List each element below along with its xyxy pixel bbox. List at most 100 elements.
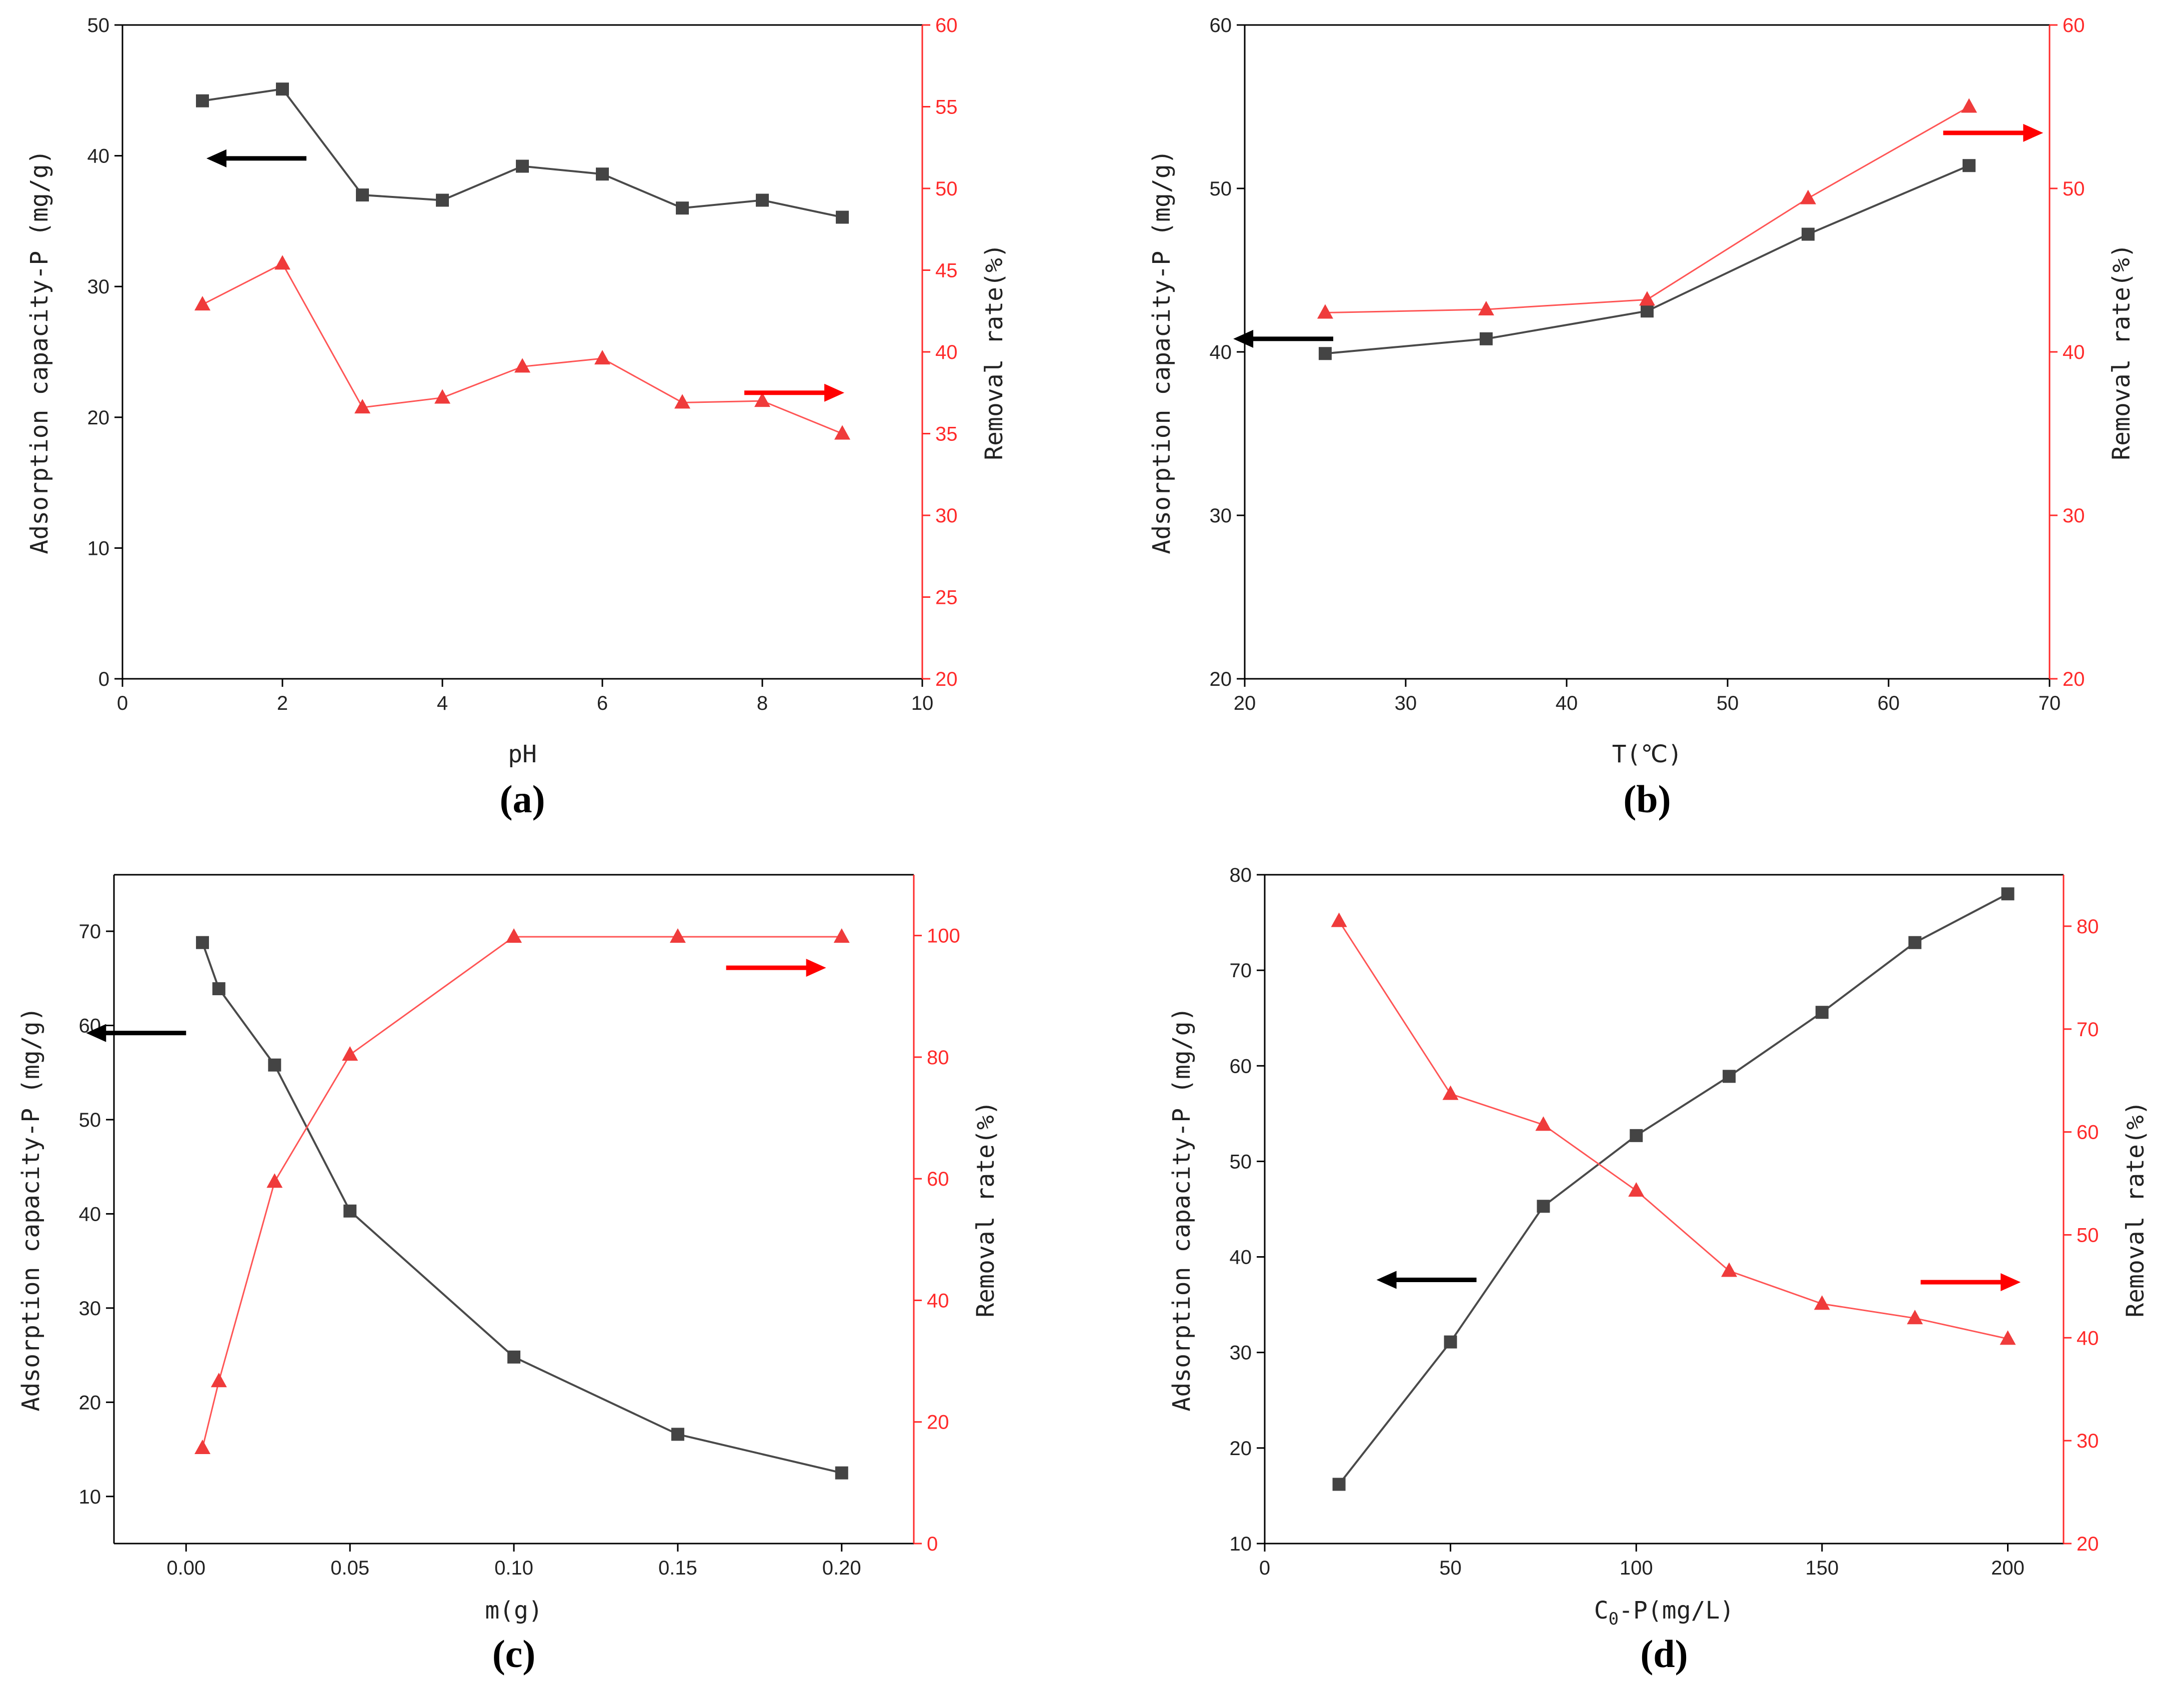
removal-rate-point bbox=[594, 350, 610, 365]
adsorption-capacity-point bbox=[1537, 1200, 1550, 1213]
removal-rate-point bbox=[194, 1440, 211, 1455]
adsorption-capacity-point bbox=[756, 193, 769, 207]
y-left-tick-label: 60 bbox=[1210, 14, 1232, 36]
adsorption-capacity-point bbox=[507, 1350, 520, 1364]
x-axis-title: pH bbox=[508, 740, 537, 768]
x-tick-label: 50 bbox=[1439, 1557, 1462, 1579]
removal-rate-point bbox=[342, 1046, 358, 1061]
y-left-axis-title: Adsorption capacity-P (mg/g) bbox=[25, 149, 53, 554]
x-tick-label: 200 bbox=[1991, 1557, 2025, 1579]
y-left-tick-label: 40 bbox=[79, 1203, 101, 1225]
adsorption-capacity-point bbox=[671, 1428, 684, 1441]
x-tick-label: 100 bbox=[1620, 1557, 1653, 1579]
removal-rate-point bbox=[434, 389, 450, 404]
adsorption-capacity-point bbox=[1802, 227, 1815, 241]
y-left-axis-title: Adsorption capacity-P (mg/g) bbox=[1148, 149, 1176, 554]
x-axis-title-rest: -P(mg/L) bbox=[1619, 1597, 1734, 1625]
x-tick-label: 50 bbox=[1717, 692, 1739, 714]
panel-label: (b) bbox=[1623, 777, 1671, 821]
right-axis-arrow bbox=[744, 383, 844, 402]
y-right-tick-label: 30 bbox=[2077, 1430, 2099, 1452]
y-right-tick-label: 40 bbox=[935, 341, 958, 363]
y-right-tick-label: 20 bbox=[2063, 668, 2085, 690]
adsorption-capacity-point bbox=[1319, 347, 1332, 360]
y-left-axis-title: Adsorption capacity-P (mg/g) bbox=[17, 1007, 45, 1411]
x-tick-label: 6 bbox=[597, 692, 608, 714]
y-right-tick-label: 0 bbox=[927, 1533, 938, 1555]
x-tick-label: 10 bbox=[911, 692, 934, 714]
adsorption-capacity-line bbox=[1325, 164, 1970, 355]
panel-label: (d) bbox=[1640, 1632, 1688, 1676]
x-tick-label: 0.00 bbox=[166, 1557, 205, 1579]
x-tick-label: 70 bbox=[2039, 692, 2061, 714]
arrow-head bbox=[824, 383, 844, 402]
arrow-head bbox=[1376, 1271, 1397, 1289]
y-right-tick-label: 100 bbox=[927, 925, 960, 947]
adsorption-capacity-point bbox=[1815, 1006, 1829, 1019]
chart-panel-a: 0 2 4 6 8 1001020304050202530354045505560Adso… bbox=[25, 14, 1008, 821]
y-right-tick-label: 20 bbox=[2077, 1533, 2099, 1555]
y-left-tick-label: 30 bbox=[1230, 1342, 1252, 1364]
removal-rate-point bbox=[1814, 1295, 1830, 1310]
removal-rate-point bbox=[1639, 291, 1655, 306]
x-tick-label: 8 bbox=[757, 692, 768, 714]
y-left-tick-label: 80 bbox=[1230, 864, 1252, 886]
removal-rate-point bbox=[1478, 300, 1494, 315]
y-left-tick-label: 50 bbox=[1230, 1151, 1252, 1173]
adsorption-capacity-point bbox=[1641, 304, 1654, 318]
adsorption-capacity-point bbox=[1908, 936, 1922, 949]
arrow-head bbox=[2023, 123, 2044, 142]
adsorption-capacity-point bbox=[196, 936, 209, 949]
y-right-tick-label: 40 bbox=[927, 1290, 949, 1312]
x-axis-title-subscript: 0 bbox=[1609, 1609, 1619, 1629]
chart-panel-b: 20 30 40 50 60 7020304050602030405060Adsorpti… bbox=[1148, 14, 2136, 821]
arrow-head bbox=[86, 1024, 106, 1042]
x-tick-label: 150 bbox=[1806, 1557, 1839, 1579]
adsorption-capacity-point bbox=[1444, 1335, 1457, 1349]
adsorption-capacity-point bbox=[1723, 1070, 1736, 1083]
y-left-tick-label: 20 bbox=[87, 407, 110, 429]
adsorption-capacity-line bbox=[201, 942, 842, 1474]
removal-rate-point bbox=[669, 928, 686, 943]
adsorption-capacity-line bbox=[1338, 893, 2009, 1485]
left-axis-arrow bbox=[86, 1024, 186, 1042]
y-left-tick-label: 50 bbox=[79, 1109, 101, 1131]
y-left-tick-label: 40 bbox=[1230, 1247, 1252, 1269]
adsorption-capacity-point bbox=[1480, 332, 1493, 345]
y-left-tick-label: 20 bbox=[1210, 668, 1232, 690]
adsorption-capacity-point bbox=[268, 1058, 281, 1072]
left-axis-arrow bbox=[1376, 1271, 1477, 1289]
y-left-axis-title: Adsorption capacity-P (mg/g) bbox=[1168, 1007, 1196, 1411]
adsorption-capacity-point bbox=[212, 982, 225, 996]
removal-rate-line bbox=[202, 262, 843, 434]
y-right-tick-label: 60 bbox=[2063, 14, 2085, 36]
adsorption-capacity-point bbox=[596, 167, 609, 181]
y-left-tick-label: 30 bbox=[87, 276, 110, 298]
adsorption-capacity-point bbox=[343, 1204, 357, 1218]
x-tick-label: 0.20 bbox=[822, 1557, 861, 1579]
y-right-tick-label: 50 bbox=[2077, 1224, 2099, 1246]
left-axis-arrow bbox=[206, 149, 306, 167]
x-tick-label: 0.10 bbox=[494, 1557, 533, 1579]
x-axis-title: m(g) bbox=[485, 1597, 543, 1625]
panel-label: (a) bbox=[500, 777, 545, 821]
y-right-tick-label: 20 bbox=[927, 1412, 949, 1434]
y-right-tick-label: 45 bbox=[935, 260, 958, 282]
y-left-tick-label: 50 bbox=[87, 14, 110, 36]
y-left-tick-label: 70 bbox=[1230, 960, 1252, 982]
x-tick-label: 0.15 bbox=[658, 1557, 697, 1579]
x-tick-label: 4 bbox=[437, 692, 448, 714]
adsorption-capacity-point bbox=[676, 201, 689, 215]
removal-rate-point bbox=[1800, 189, 1816, 204]
right-axis-arrow bbox=[726, 959, 826, 977]
x-tick-label: 0 bbox=[1259, 1557, 1270, 1579]
removal-rate-point bbox=[1331, 912, 1347, 927]
y-right-axis-title: Removal rate(%) bbox=[2122, 1101, 2150, 1317]
x-axis-title-main: C bbox=[1594, 1597, 1609, 1625]
adsorption-capacity-point bbox=[1332, 1478, 1346, 1491]
removal-rate-point bbox=[834, 425, 850, 440]
removal-rate-point bbox=[1628, 1182, 1645, 1197]
y-right-tick-label: 60 bbox=[927, 1168, 949, 1190]
removal-rate-point bbox=[506, 928, 522, 943]
removal-rate-line bbox=[201, 936, 842, 1449]
